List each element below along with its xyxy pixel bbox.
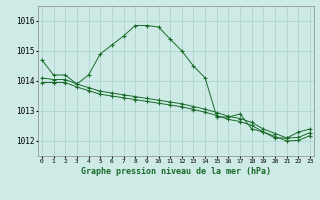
X-axis label: Graphe pression niveau de la mer (hPa): Graphe pression niveau de la mer (hPa)	[81, 167, 271, 176]
